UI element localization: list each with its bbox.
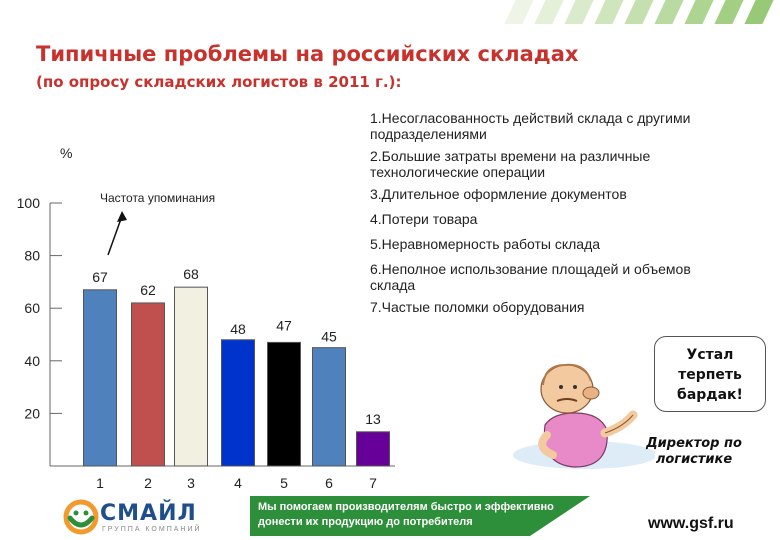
y-axis-unit: % [60,145,72,161]
slide-subtitle: (по опросу складских логистов в 2011 г.)… [36,73,402,91]
x-tick-label: 2 [144,475,152,491]
x-tick-label: 1 [96,475,104,491]
bar [356,431,390,467]
slide-title: Типичные проблемы на российских складах [36,42,579,66]
bar [267,341,301,467]
x-tick-label: 5 [280,475,288,491]
speech-bubble: Устал терпеть бардак! [654,336,766,412]
bubble-line: терпеть [678,367,742,383]
bar [312,347,346,467]
character-caption: Директор по логистике [634,436,754,468]
x-tick-label: 6 [325,475,333,491]
smile-logo-icon [63,499,99,535]
y-tick-label: 100 [17,195,41,211]
data-label: 47 [276,317,292,333]
slogan-line: Мы помогаем производителям быстро и эффе… [258,501,554,513]
data-label: 45 [321,329,337,345]
problem-item: 4.Потери товара [370,211,478,227]
y-tick-label: 80 [24,248,40,264]
y-tick-label: 20 [24,405,40,421]
data-label: 67 [92,269,108,285]
problems-list: 1.Несогласованность действий склада с др… [370,110,730,324]
footer-banner [250,496,590,536]
problem-item: 3.Длительное оформление документов [370,186,627,202]
annotation-arrowhead [117,211,127,222]
chart-annotation: Частота упоминания [100,191,215,205]
tired-man-illustration [513,363,655,469]
bar [131,302,165,467]
footer-slogan: Мы помогаем производителям быстро и эффе… [258,500,578,530]
problem-item: 1.Несогласованность действий склада с др… [370,110,691,142]
data-label: 62 [140,282,156,298]
data-label: 68 [183,266,199,282]
bubble-line: бардак! [677,387,743,403]
bubble-line: Устал [686,347,734,363]
x-tick-label: 7 [369,475,377,491]
logo-name: СМАЙЛ [100,501,197,526]
slogan-line: донести их продукцию до потребителя [258,516,473,528]
caption-line: Директор по [646,436,742,451]
bar [221,339,255,467]
problem-item: 2.Большие затраты времени на различные т… [370,148,651,180]
x-tick-label: 3 [187,475,195,491]
caption-line: логистике [655,452,733,467]
annotation-arrow-line [107,215,123,256]
data-label: 48 [230,321,246,337]
problem-item: 5.Неравномерность работы склада [370,236,601,252]
y-tick-label: 60 [24,300,40,316]
data-label: 13 [365,411,381,427]
website-link[interactable]: www.gsf.ru [648,515,734,532]
problem-item: 7.Частые поломки оборудования [370,299,585,315]
bar [174,286,208,467]
logo-subtitle: ГРУППА КОМПАНИЙ [102,526,202,533]
problem-item: 6.Неполное использование площадей и объе… [370,261,691,293]
y-tick-label: 40 [24,353,40,369]
bar [83,289,117,467]
x-tick-label: 4 [234,475,242,491]
